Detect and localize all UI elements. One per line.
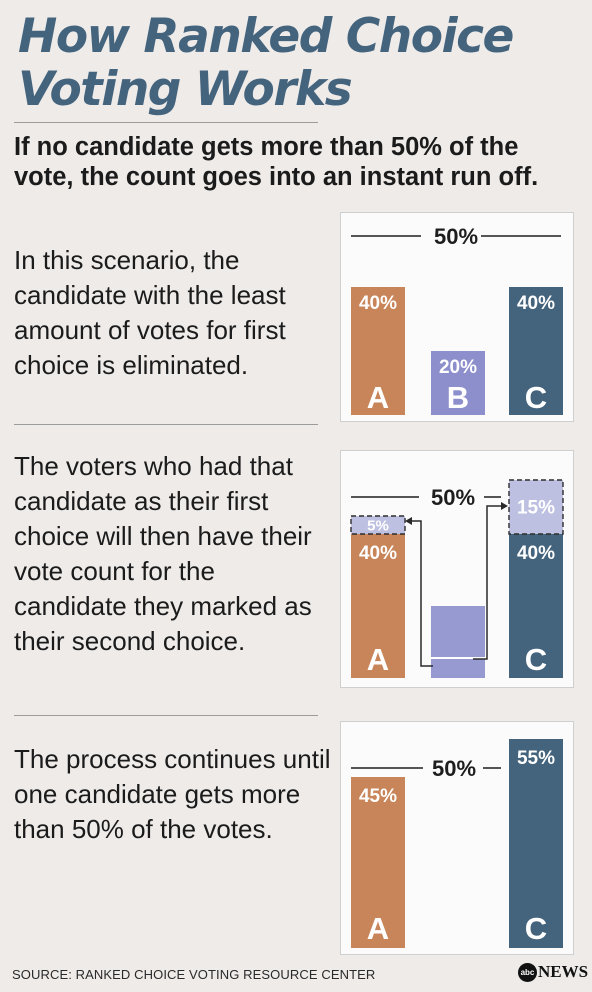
source-note: SOURCE: RANKED CHOICE VOTING RESOURCE CE… <box>12 967 376 982</box>
transfer-arrowhead-c <box>501 502 508 510</box>
bar-b <box>431 351 485 415</box>
bar-value-label-a: 40% <box>359 293 397 314</box>
bar-category-label-c: C <box>525 642 547 677</box>
bar-value-label-c: 40% <box>517 543 555 564</box>
bar-a <box>351 534 405 678</box>
section-divider-1 <box>14 424 318 425</box>
transfer-label-a: 5% <box>367 517 389 534</box>
threshold-label: 50% <box>434 224 478 249</box>
transfer-label-c: 15% <box>517 498 555 519</box>
chart-panel-3: 50% 45% A 55% C <box>340 721 574 955</box>
bar-c <box>509 534 563 678</box>
transfer-arrow-to-a <box>407 520 433 667</box>
bar-b-eliminated <box>431 606 485 678</box>
bar-value-label-b: 20% <box>439 357 477 378</box>
bar-value-label-c: 55% <box>517 748 555 769</box>
intro-text: If no candidate gets more than 50% of th… <box>14 133 539 191</box>
page-title: How Ranked Choice Voting Works <box>18 9 514 117</box>
bar-c <box>509 739 563 948</box>
transfer-segment-a <box>350 515 406 535</box>
transfer-arrowhead-a <box>405 517 412 525</box>
chart-panel-1: 50% 40% A 20% B 40% C <box>340 212 574 422</box>
bar-value-label-a: 40% <box>359 543 397 564</box>
bar-category-label-c: C <box>525 380 547 415</box>
bar-value-label-a: 45% <box>359 786 397 807</box>
chart-1: 50% 40% A 20%B 40% C <box>351 224 563 415</box>
bar-category-label-c: C <box>525 911 547 946</box>
transfer-segment-c <box>508 479 564 535</box>
section-divider-2 <box>14 715 318 716</box>
bar-category-label-a: A <box>367 911 389 946</box>
abc-logo-icon: abc <box>518 962 537 982</box>
chart-3: 50% 45% A 55% C <box>351 739 563 948</box>
bar-category-label-a: A <box>367 380 389 415</box>
title-divider <box>14 122 318 123</box>
chart-panel-2: 50% 40% A 5% 40% C 15% <box>340 450 574 688</box>
abc-logo-text: NEWS <box>538 962 589 981</box>
abc-news-logo: abc NEWS <box>518 962 588 982</box>
step-2-text: The voters who had that candidate as the… <box>14 451 312 656</box>
bar-a <box>351 287 405 415</box>
chart-2: 50% 40% A 5% 40% C 15% <box>350 479 564 678</box>
step-1-text: In this scenario, the candidate with the… <box>14 245 286 380</box>
transfer-arrow-to-c <box>473 505 505 660</box>
bar-c <box>509 287 563 415</box>
bar-category-label-b: B <box>447 380 469 415</box>
step-3-text: The process continues until one candidat… <box>14 744 331 844</box>
bar-a <box>351 777 405 948</box>
bar-value-label-c: 40% <box>517 293 555 314</box>
threshold-label: 50% <box>431 485 475 510</box>
bar-category-label-a: A <box>367 642 389 677</box>
threshold-label: 50% <box>432 756 476 781</box>
